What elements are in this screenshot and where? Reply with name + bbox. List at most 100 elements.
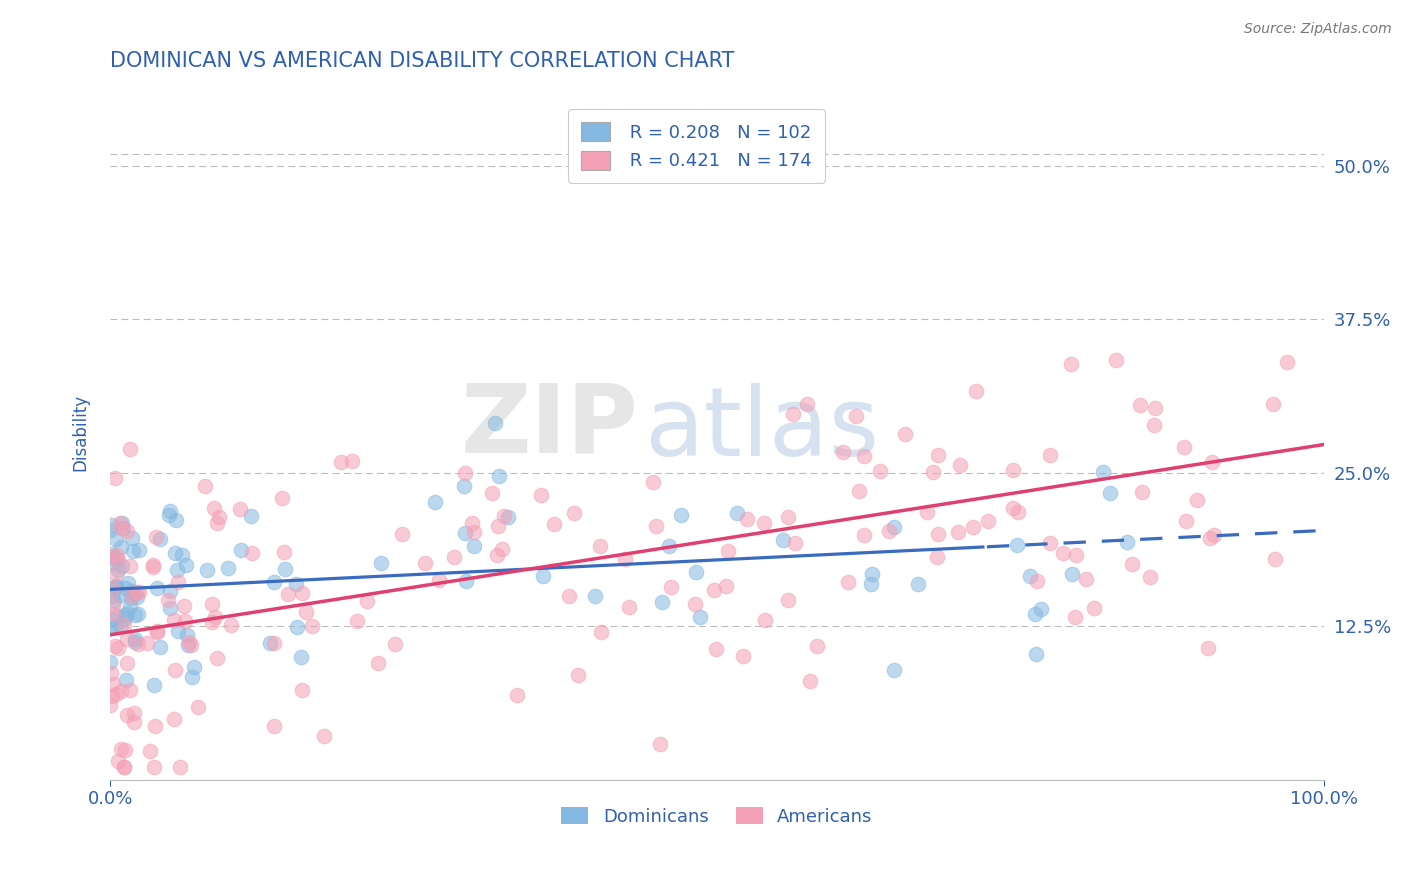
Americans — [124, 714, 146, 729]
Americans — [1066, 548, 1088, 562]
Americans — [965, 384, 987, 398]
Dominicans — [107, 562, 129, 576]
Dominicans — [127, 607, 149, 621]
Dominicans — [463, 539, 485, 553]
Americans — [301, 618, 323, 632]
Dominicans — [484, 416, 506, 430]
Americans — [177, 634, 200, 648]
Dominicans — [146, 581, 169, 595]
Americans — [180, 638, 202, 652]
Dominicans — [157, 508, 180, 522]
Americans — [461, 516, 484, 530]
Americans — [589, 539, 612, 553]
Dominicans — [1007, 538, 1029, 552]
Americans — [273, 545, 295, 559]
Americans — [977, 514, 1000, 528]
Americans — [648, 738, 671, 752]
Americans — [1197, 641, 1219, 656]
Dominicans — [105, 579, 128, 593]
Dominicans — [1019, 568, 1042, 582]
Dominicans — [689, 610, 711, 624]
Dominicans — [1116, 534, 1139, 549]
Dominicans — [195, 563, 218, 577]
Dominicans — [263, 575, 285, 590]
Dominicans — [1024, 607, 1046, 621]
Americans — [1132, 484, 1154, 499]
Americans — [413, 556, 436, 570]
Americans — [481, 485, 503, 500]
Americans — [98, 698, 121, 713]
Americans — [101, 607, 124, 622]
Americans — [115, 656, 138, 670]
Dominicans — [166, 624, 188, 638]
Americans — [589, 624, 612, 639]
Text: ZIP: ZIP — [460, 379, 638, 473]
Text: Source: ZipAtlas.com: Source: ZipAtlas.com — [1244, 22, 1392, 37]
Dominicans — [149, 532, 172, 546]
Dominicans — [122, 544, 145, 558]
Americans — [869, 464, 891, 478]
Americans — [463, 525, 485, 540]
Americans — [204, 610, 226, 624]
Dominicans — [217, 561, 239, 575]
Americans — [1002, 501, 1025, 516]
Americans — [105, 567, 128, 582]
Dominicans — [100, 518, 122, 533]
Dominicans — [159, 584, 181, 599]
Americans — [717, 544, 740, 558]
Americans — [201, 597, 224, 611]
Americans — [617, 599, 640, 614]
Americans — [702, 583, 724, 598]
Americans — [796, 397, 818, 411]
Americans — [894, 426, 917, 441]
Dominicans — [108, 589, 131, 603]
Americans — [108, 516, 131, 530]
Dominicans — [107, 609, 129, 624]
Dominicans — [1025, 647, 1047, 661]
Americans — [125, 585, 148, 599]
Dominicans — [1062, 567, 1084, 582]
Americans — [163, 613, 186, 627]
Dominicans — [114, 581, 136, 595]
Americans — [187, 699, 209, 714]
Americans — [837, 575, 859, 590]
Dominicans — [115, 606, 138, 620]
Americans — [142, 558, 165, 572]
Americans — [530, 488, 553, 502]
Dominicans — [114, 673, 136, 687]
Americans — [1105, 352, 1128, 367]
Dominicans — [181, 669, 204, 683]
Americans — [782, 407, 804, 421]
Americans — [1039, 448, 1062, 462]
Americans — [291, 682, 314, 697]
Dominicans — [103, 594, 125, 608]
Dominicans — [143, 678, 166, 692]
Americans — [157, 593, 180, 607]
Americans — [1026, 574, 1049, 588]
Americans — [492, 509, 515, 524]
Americans — [486, 518, 509, 533]
Americans — [205, 651, 228, 665]
Dominicans — [862, 567, 884, 582]
Americans — [104, 471, 127, 485]
Text: DOMINICAN VS AMERICAN DISABILITY CORRELATION CHART: DOMINICAN VS AMERICAN DISABILITY CORRELA… — [110, 51, 734, 70]
Americans — [136, 635, 159, 649]
Americans — [641, 475, 664, 490]
Dominicans — [239, 509, 262, 524]
Americans — [614, 552, 637, 566]
Americans — [104, 686, 127, 700]
Dominicans — [259, 636, 281, 650]
Dominicans — [496, 510, 519, 524]
Dominicans — [159, 601, 181, 615]
Americans — [1185, 492, 1208, 507]
Americans — [454, 467, 477, 481]
Americans — [754, 613, 776, 627]
Americans — [221, 618, 243, 632]
Americans — [107, 754, 129, 768]
Americans — [202, 501, 225, 516]
Americans — [112, 760, 135, 774]
Americans — [1076, 572, 1098, 586]
Americans — [852, 450, 875, 464]
Americans — [142, 559, 165, 574]
Y-axis label: Disability: Disability — [72, 394, 89, 472]
